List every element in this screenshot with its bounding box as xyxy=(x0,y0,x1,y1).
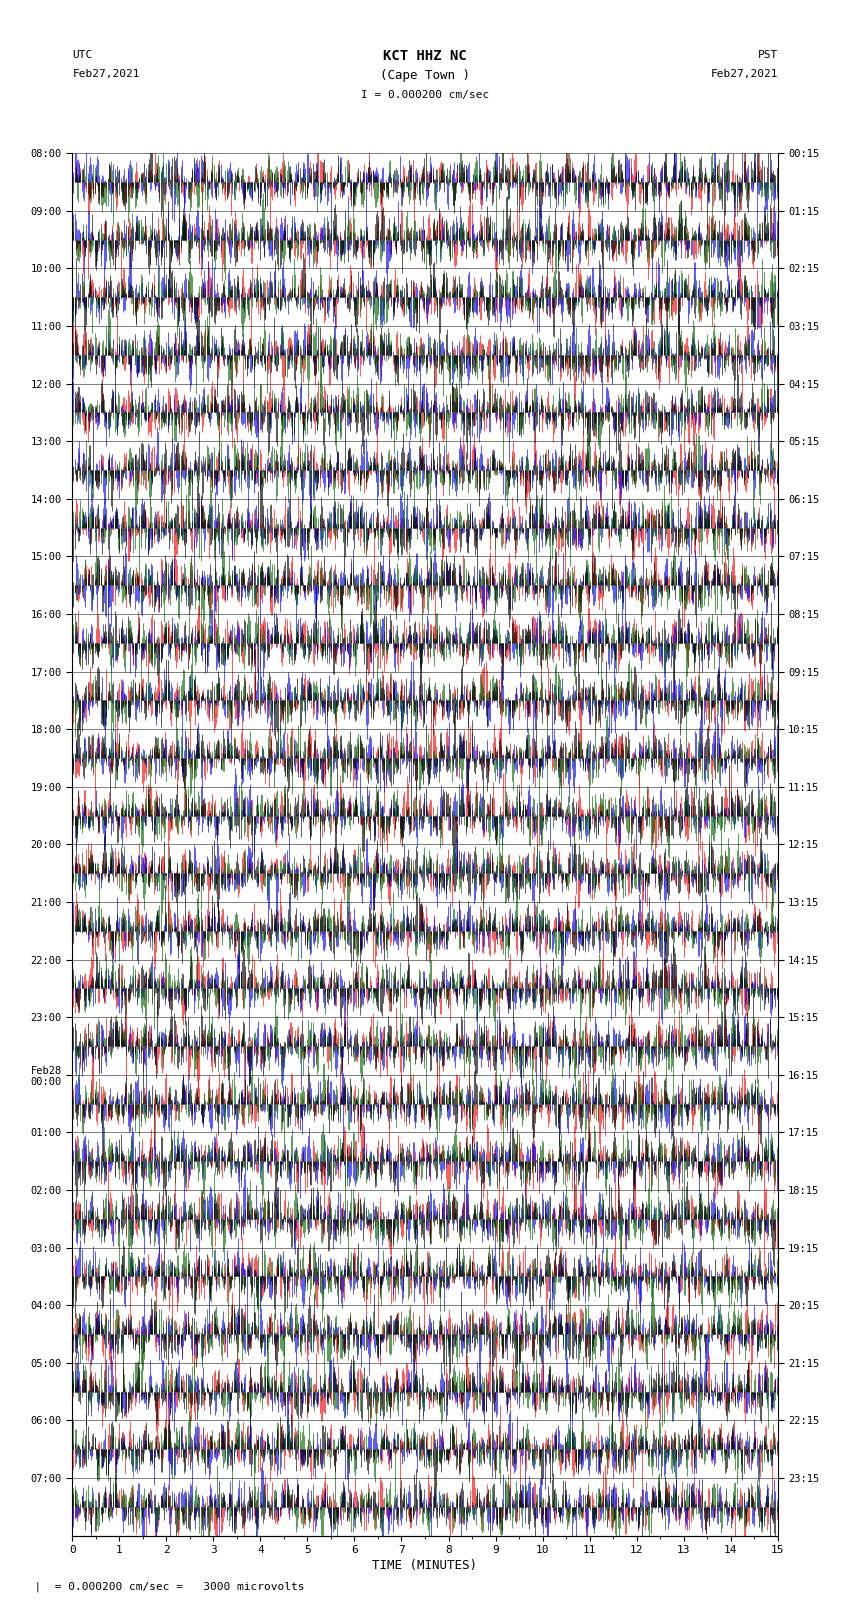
X-axis label: TIME (MINUTES): TIME (MINUTES) xyxy=(372,1560,478,1573)
Text: Feb27,2021: Feb27,2021 xyxy=(72,69,139,79)
Text: (Cape Town ): (Cape Town ) xyxy=(380,69,470,82)
Text: |  = 0.000200 cm/sec =   3000 microvolts: | = 0.000200 cm/sec = 3000 microvolts xyxy=(21,1581,305,1592)
Text: UTC: UTC xyxy=(72,50,93,60)
Text: I = 0.000200 cm/sec: I = 0.000200 cm/sec xyxy=(361,90,489,100)
Text: PST: PST xyxy=(757,50,778,60)
Text: Feb27,2021: Feb27,2021 xyxy=(711,69,778,79)
Text: KCT HHZ NC: KCT HHZ NC xyxy=(383,48,467,63)
